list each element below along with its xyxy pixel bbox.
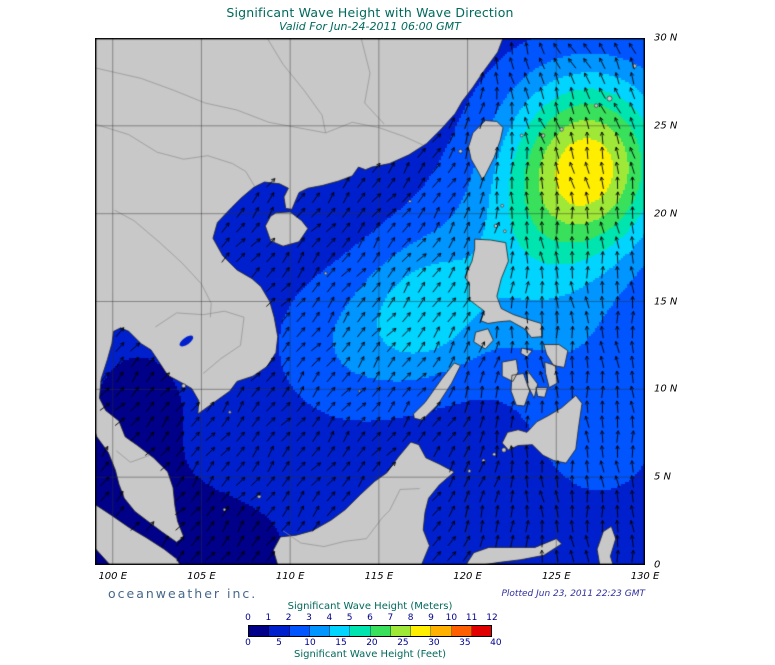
oceanweather-logo: oceanweather inc. xyxy=(108,586,258,601)
meters-tick-label: 5 xyxy=(346,613,353,623)
chart-title: Significant Wave Height with Wave Direct… xyxy=(226,5,514,20)
colorbar-segment xyxy=(451,626,472,636)
lon-tick-label: 130 E xyxy=(630,571,660,582)
feet-tick-label: 30 xyxy=(428,638,440,648)
feet-tick-label: 5 xyxy=(276,638,282,648)
colorbar-segment xyxy=(471,626,491,636)
colorbar-segment xyxy=(370,626,391,636)
meters-tick-label: 7 xyxy=(387,613,394,623)
feet-tick-label: 40 xyxy=(490,638,502,648)
map-plot-area: 100 E 105 E 110 E 115 E 120 E 125 E 130 E 0 5 N… xyxy=(95,33,677,582)
lon-tick-label: 125 E xyxy=(541,571,571,582)
feet-tick-label: 15 xyxy=(335,638,347,648)
legend-colorbar xyxy=(248,625,492,637)
wave-map-canvas xyxy=(95,38,645,565)
meters-tick-label: 4 xyxy=(326,613,333,623)
colorbar-segment xyxy=(431,626,452,636)
lat-tick-label: 0 xyxy=(654,559,661,571)
colorbar-segment xyxy=(350,626,371,636)
legend-feet-ticks: 0 5 10 15 20 25 30 35 40 xyxy=(234,638,506,649)
colorbar-segment xyxy=(309,626,330,636)
colorbar-segment xyxy=(269,626,290,636)
plot-timestamp: Plotted Jun 23, 2011 22:23 GMT xyxy=(501,589,646,599)
feet-tick-label: 0 xyxy=(245,638,251,648)
colorbar-segment xyxy=(249,626,270,636)
lon-tick-label: 110 E xyxy=(275,571,305,582)
meters-tick-label: 12 xyxy=(486,613,498,623)
meters-tick-label: 1 xyxy=(265,613,272,623)
meters-tick-label: 3 xyxy=(306,613,312,623)
legend-feet-label: Significant Wave Height (Feet) xyxy=(293,649,447,660)
lat-tick-label: 30 N xyxy=(654,32,678,44)
lon-tick-label: 105 E xyxy=(187,571,216,582)
lat-tick-label: 20 N xyxy=(654,208,678,220)
meters-tick-label: 11 xyxy=(465,613,478,623)
lon-tick-label: 100 E xyxy=(98,571,128,582)
chart-subtitle: Valid For Jun-24-2011 06:00 GMT xyxy=(279,20,461,33)
feet-tick-label: 25 xyxy=(397,638,409,648)
feet-tick-label: 20 xyxy=(366,638,378,648)
meters-tick-label: 0 xyxy=(245,613,251,623)
meters-tick-label: 2 xyxy=(285,613,292,623)
lat-tick-label: 15 N xyxy=(654,296,678,307)
legend-meters-label: Significant Wave Height (Meters) xyxy=(287,601,453,612)
lat-tick-label: 5 N xyxy=(654,471,672,483)
meters-tick-label: 6 xyxy=(367,613,373,623)
feet-tick-label: 35 xyxy=(459,638,471,648)
meters-tick-label: 8 xyxy=(407,613,414,623)
lon-tick-label: 120 E xyxy=(453,571,482,582)
lat-tick-label: 10 N xyxy=(654,383,678,395)
meters-tick-label: 10 xyxy=(445,613,458,623)
colorbar-segment xyxy=(289,626,310,636)
meters-tick-label: 9 xyxy=(428,613,434,623)
lon-tick-label: 115 E xyxy=(364,571,394,582)
colorbar-segment xyxy=(411,626,432,636)
lat-tick-label: 25 N xyxy=(654,120,678,132)
legend-meters-ticks: 0 1 2 3 4 5 6 7 8 9 10 11 12 xyxy=(234,613,506,624)
colorbar-segment xyxy=(390,626,411,636)
colorbar-segment xyxy=(330,626,351,636)
feet-tick-label: 10 xyxy=(304,638,316,648)
